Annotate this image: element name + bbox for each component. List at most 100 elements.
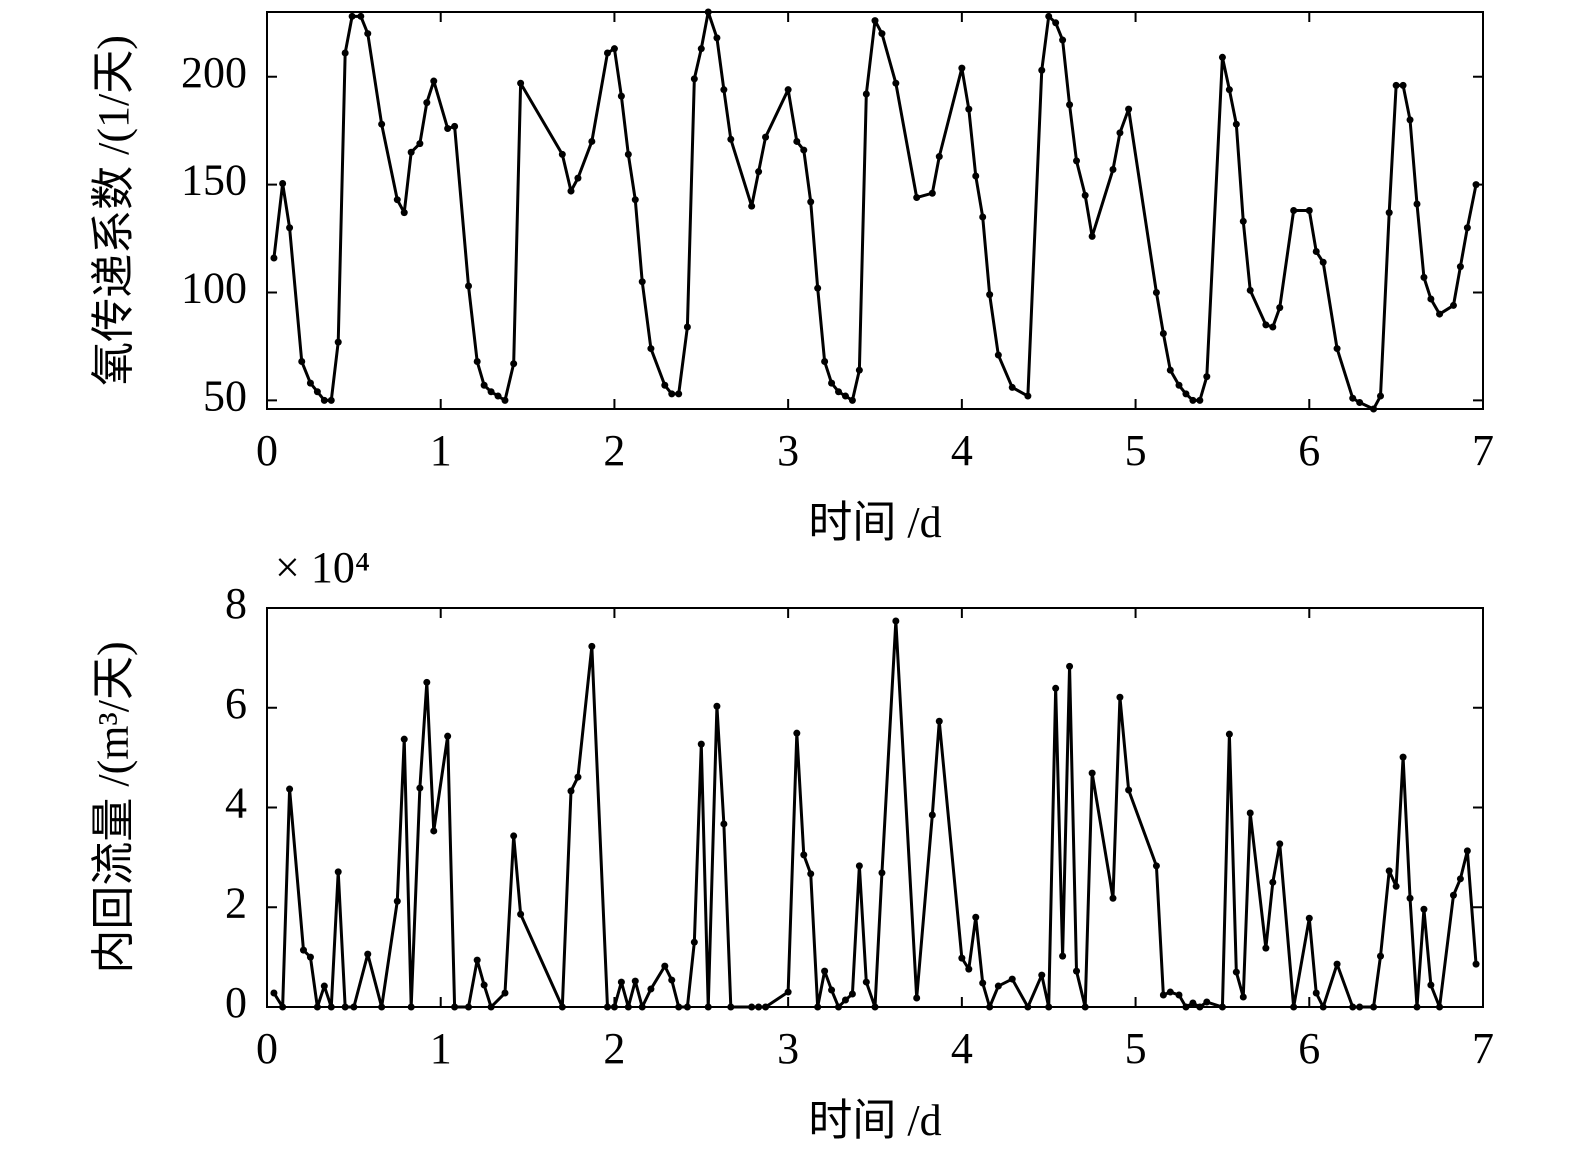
data-point [631,196,639,204]
data-point [567,787,575,795]
data-point [748,202,756,210]
data-point [972,172,980,180]
x-tick-label: 5 [1125,1024,1147,1073]
data-point [661,962,669,970]
data-point [603,1003,611,1011]
data-point [762,1003,770,1011]
data-point [1290,207,1298,214]
data-point [1152,288,1160,296]
data-point [1159,329,1167,337]
data-point [558,1003,566,1011]
x-tick-label: 1 [430,1024,452,1073]
data-point [1349,1003,1357,1011]
data-point [1262,944,1270,952]
data-point [1420,273,1428,281]
data-point [1066,662,1074,670]
data-point [510,360,518,368]
x-tick-label: 7 [1472,1024,1494,1073]
data-point [1189,396,1197,404]
data-point [1427,295,1435,303]
y-tick-label: 100 [181,264,247,313]
data-point [1463,224,1471,232]
data-point [1356,399,1364,407]
data-point [748,1003,756,1011]
y-tick-label: 0 [225,978,247,1027]
data-point [1024,392,1032,400]
data-point [1385,209,1393,217]
data-point [1370,1003,1378,1011]
data-point [1305,914,1313,922]
data-point [848,990,856,998]
data-point [828,379,836,387]
data-point [1399,753,1407,761]
x-tick-label: 2 [603,426,625,475]
data-point [1038,971,1046,979]
data-point [487,388,495,396]
data-point [713,34,721,42]
data-point [913,994,921,1002]
data-point [647,345,655,353]
data-point [1203,373,1211,381]
data-point [510,832,518,840]
data-point [1045,12,1053,20]
data-point [1312,989,1320,997]
data-point [862,978,870,986]
data-point [928,811,936,819]
data-point [624,150,632,158]
data-point [407,148,415,156]
data-point [1052,19,1060,27]
data-point [855,366,863,374]
data-point [473,956,481,964]
data-point [661,381,669,389]
data-point [1196,396,1204,404]
data-point [501,989,509,997]
data-point [444,732,452,740]
data-point [306,379,314,387]
data-point [1225,730,1233,738]
data-point [588,137,596,145]
data-point [668,976,676,984]
data-point [935,153,943,161]
data-point [979,213,987,221]
data-point [1081,1003,1089,1011]
data-point [1319,258,1327,266]
data-point [400,735,408,743]
data-point [986,291,994,299]
data-point [1406,894,1414,902]
data-point [668,390,676,398]
y-tick-label: 4 [225,779,247,828]
data-point [986,1003,994,1011]
data-point [848,396,856,404]
data-point [675,390,683,398]
y-tick-label: 50 [203,371,247,420]
data-point [357,12,365,20]
data-point [279,180,287,188]
data-point [313,1003,321,1011]
data-point [416,140,424,148]
data-point [1420,905,1428,913]
data-point [1175,381,1183,389]
data-point [617,978,625,986]
data-point [1370,405,1378,413]
data-point [567,187,575,195]
data-point [574,174,582,182]
x-tick-label: 1 [430,426,452,475]
data-point [727,135,735,143]
data-point [1413,1003,1421,1011]
y-tick-label: 150 [181,156,247,205]
y-tick-label: 200 [181,48,247,97]
data-point [1413,200,1421,208]
data-point [1269,878,1277,886]
data-point [1463,847,1471,855]
data-point [814,284,822,292]
data-point [1472,960,1480,968]
data-point [1052,684,1060,692]
y-tick-label: 6 [225,679,247,728]
data-point [279,1003,287,1011]
data-point [892,79,900,87]
data-point [697,740,705,748]
data-point [480,381,488,389]
data-point [444,125,452,133]
data-point [334,338,342,346]
